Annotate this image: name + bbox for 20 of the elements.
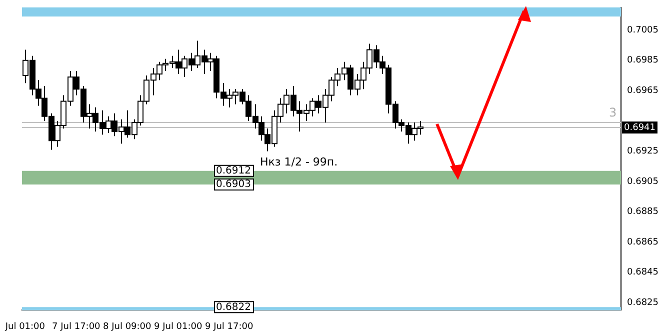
ref-line-label: 0.6941	[624, 122, 656, 133]
x-tick-label: 9 Jul 17:00	[204, 322, 254, 332]
x-tick-label: Jul 01:00	[4, 322, 46, 332]
annotation: 0.6903	[216, 179, 252, 190]
y-tick-label: 0.6905	[627, 176, 658, 187]
annotation: 0.6822	[216, 302, 252, 313]
y-tick-label: 0.6965	[627, 86, 658, 96]
y-tick-label: 0.6985	[627, 56, 658, 66]
band-label: Нкз 1/2 - 99п.	[260, 155, 338, 168]
y-tick-label: 0.6865	[627, 237, 658, 248]
y-tick-label: 0.6825	[627, 298, 658, 308]
y-tick-label: 0.6845	[627, 268, 658, 278]
y-tick-label: 0.6925	[627, 146, 658, 157]
y-tick-label: 0.7005	[627, 25, 658, 36]
x-tick-label: 7 Jul 17:00	[52, 322, 101, 332]
annotation: 0.6912	[216, 166, 252, 177]
annotation: 3	[609, 106, 617, 120]
x-tick-label: 8 Jul 09:00	[103, 322, 152, 332]
x-tick-label: 9 Jul 01:00	[154, 322, 203, 332]
y-tick-label: 0.6885	[627, 207, 658, 218]
